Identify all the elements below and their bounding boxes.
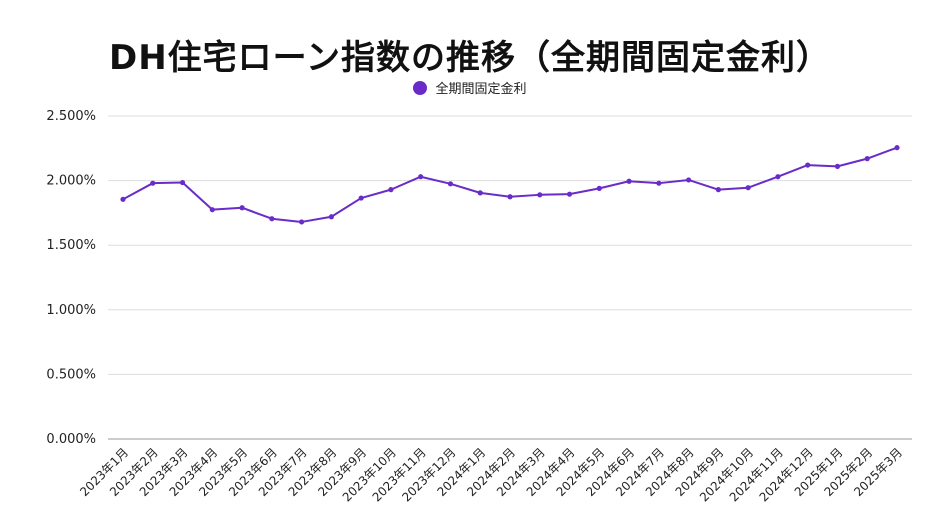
- data-point: [209, 207, 215, 213]
- y-tick-label: 2.000%: [46, 174, 96, 189]
- data-point: [388, 187, 394, 193]
- data-point: [239, 205, 245, 211]
- y-tick-label: 1.500%: [46, 238, 96, 253]
- data-point: [686, 177, 692, 183]
- data-point: [864, 156, 870, 162]
- grid-lines: [108, 115, 912, 440]
- x-axis-ticks: 2023年1月2023年2月2023年3月2023年4月2023年5月2023年…: [77, 445, 905, 504]
- data-point: [269, 216, 275, 222]
- data-point: [507, 194, 513, 200]
- y-tick-label: 2.500%: [46, 109, 96, 124]
- data-point: [299, 219, 305, 225]
- data-point: [179, 179, 186, 186]
- data-point: [150, 180, 156, 186]
- data-point: [120, 196, 126, 202]
- data-point: [656, 180, 662, 186]
- y-axis-ticks: 0.000% 0.500% 1.000% 1.500% 2.000% 2.500%: [46, 109, 96, 447]
- data-point: [328, 214, 334, 220]
- chart-title: DH住宅ローン指数の推移（全期間固定金利）: [109, 38, 831, 78]
- data-point: [566, 191, 573, 197]
- data-point: [358, 195, 364, 201]
- y-tick-label: 0.000%: [46, 432, 96, 447]
- data-point: [775, 174, 781, 180]
- data-point: [805, 162, 811, 168]
- legend-marker-icon: [413, 80, 428, 95]
- data-point: [626, 178, 632, 184]
- series-layer: [120, 145, 900, 225]
- series-line: [122, 146, 898, 223]
- legend: 全期間固定金利: [0, 78, 940, 97]
- data-point: [537, 192, 543, 198]
- data-point: [447, 181, 454, 187]
- data-point: [745, 185, 751, 191]
- y-tick-label: 0.500%: [46, 367, 96, 382]
- data-point: [477, 190, 483, 196]
- y-tick-label: 1.000%: [46, 303, 96, 318]
- legend-label: 全期間固定金利: [435, 82, 527, 97]
- data-point: [834, 163, 841, 169]
- data-point: [418, 174, 424, 180]
- data-point: [894, 145, 900, 151]
- data-point: [715, 187, 721, 193]
- data-point: [596, 185, 602, 191]
